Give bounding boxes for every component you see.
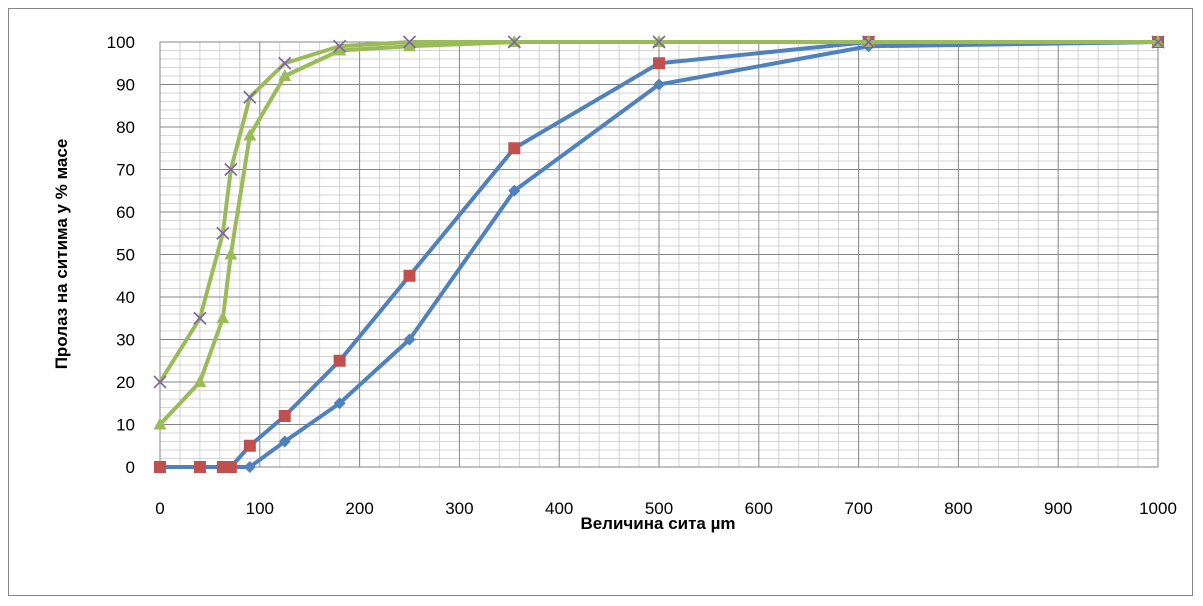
data-point-triangle bbox=[243, 128, 257, 141]
data-point-square bbox=[278, 410, 291, 422]
data-point-diamond bbox=[653, 78, 665, 91]
y-tick-label: 60 bbox=[116, 203, 135, 222]
y-tick-label: 10 bbox=[116, 416, 135, 435]
data-point-diamond bbox=[278, 435, 291, 448]
data-point-triangle bbox=[224, 247, 238, 260]
x-tick-label: 500 bbox=[645, 499, 673, 518]
data-point-diamond bbox=[333, 397, 346, 410]
y-tick-label: 20 bbox=[116, 373, 135, 392]
data-point-square bbox=[333, 354, 346, 367]
data-point-x bbox=[153, 375, 167, 389]
data-point-diamond bbox=[243, 461, 256, 473]
data-point-x bbox=[652, 35, 666, 49]
data-point-triangle bbox=[333, 43, 347, 56]
series-layer bbox=[153, 35, 1165, 473]
y-tick-label: 100 bbox=[107, 33, 135, 52]
y-tick-label: 40 bbox=[116, 288, 135, 307]
data-point-square bbox=[193, 461, 206, 473]
x-tick-label: 400 bbox=[545, 499, 573, 518]
major-gridlines bbox=[159, 41, 1159, 468]
data-point-triangle bbox=[216, 311, 230, 324]
x-axis-tick-labels: 0 100 200 300 400 500 600 700 800 900 1000 bbox=[155, 499, 1177, 518]
data-point-diamond bbox=[403, 333, 416, 346]
y-tick-label: 0 bbox=[126, 458, 135, 477]
data-point-x bbox=[333, 39, 347, 53]
x-tick-label: 300 bbox=[445, 499, 473, 518]
x-tick-label: 0 bbox=[155, 499, 164, 518]
data-point-square bbox=[403, 269, 416, 282]
y-tick-label: 90 bbox=[116, 76, 135, 95]
data-point-x bbox=[224, 162, 238, 177]
x-tick-label: 1000 bbox=[1139, 499, 1177, 518]
data-point-x bbox=[862, 35, 876, 49]
y-tick-label: 30 bbox=[116, 331, 135, 350]
data-point-square bbox=[508, 142, 521, 155]
data-point-x bbox=[507, 35, 521, 49]
data-point-square bbox=[224, 461, 237, 473]
y-axis-tick-labels: 0 10 20 30 40 50 60 70 80 90 100 bbox=[107, 33, 135, 477]
data-point-triangle bbox=[403, 39, 416, 52]
y-tick-label: 80 bbox=[116, 118, 135, 137]
data-point-triangle bbox=[193, 375, 207, 387]
data-point-diamond bbox=[508, 184, 521, 197]
series-line bbox=[158, 40, 1160, 384]
data-point-triangle bbox=[278, 69, 292, 81]
x-axis-title: Величина сита µm bbox=[580, 514, 735, 533]
x-tick-label: 800 bbox=[944, 499, 972, 518]
x-tick-label: 700 bbox=[844, 499, 872, 518]
x-tick-label: 200 bbox=[345, 499, 373, 518]
data-point-x bbox=[1151, 35, 1165, 49]
x-tick-label: 600 bbox=[745, 499, 773, 518]
data-point-x bbox=[216, 226, 230, 240]
data-point-x bbox=[243, 90, 257, 104]
data-point-square bbox=[154, 461, 166, 473]
x-tick-label: 100 bbox=[246, 499, 274, 518]
y-tick-label: 70 bbox=[116, 161, 135, 180]
data-point-square bbox=[243, 439, 256, 452]
data-point-x bbox=[278, 56, 292, 70]
y-axis-title: Пролаз на ситима у % масе bbox=[52, 139, 71, 370]
y-tick-label: 50 bbox=[116, 246, 135, 265]
data-point-x bbox=[193, 311, 207, 325]
series-4 bbox=[153, 35, 1165, 389]
x-tick-label: 900 bbox=[1044, 499, 1072, 518]
data-point-x bbox=[402, 35, 417, 49]
data-point-square bbox=[653, 57, 665, 70]
data-point-triangle bbox=[153, 417, 167, 430]
